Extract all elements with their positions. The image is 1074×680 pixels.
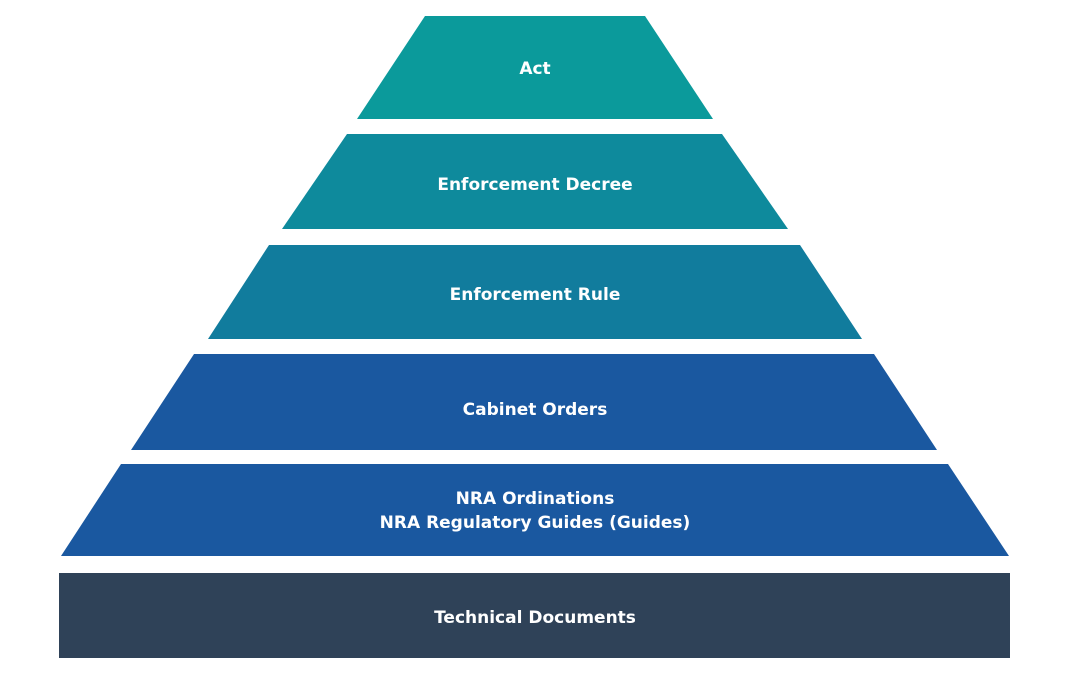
- tier-shape: [61, 464, 1009, 556]
- pyramid-tier-enforcement-rule: Enforcement Rule: [208, 245, 862, 339]
- pyramid-base-technical-documents: Technical Documents: [59, 573, 1010, 658]
- tier-label: Enforcement Rule: [450, 285, 621, 305]
- tier-shape: [208, 245, 862, 339]
- tier-shape: [357, 16, 713, 119]
- tier-shape: [282, 134, 788, 229]
- tier-shape: [131, 354, 937, 450]
- pyramid-tier-nra-ordinations: NRA Ordinations NRA Regulatory Guides (G…: [61, 464, 1009, 556]
- pyramid-tier-enforcement-decree: Enforcement Decree: [282, 134, 788, 229]
- tier-label: Technical Documents: [434, 608, 636, 628]
- tier-label: Act: [519, 59, 550, 79]
- pyramid-tier-act: Act: [357, 16, 713, 119]
- tier-label-line-2: NRA Regulatory Guides (Guides): [380, 513, 691, 533]
- pyramid-tier-cabinet-orders: Cabinet Orders: [131, 354, 937, 450]
- tier-shape: [59, 573, 1010, 658]
- tier-label: Cabinet Orders: [463, 400, 608, 420]
- tier-label-line-1: NRA Ordinations: [456, 489, 615, 509]
- tier-label: Enforcement Decree: [437, 175, 632, 195]
